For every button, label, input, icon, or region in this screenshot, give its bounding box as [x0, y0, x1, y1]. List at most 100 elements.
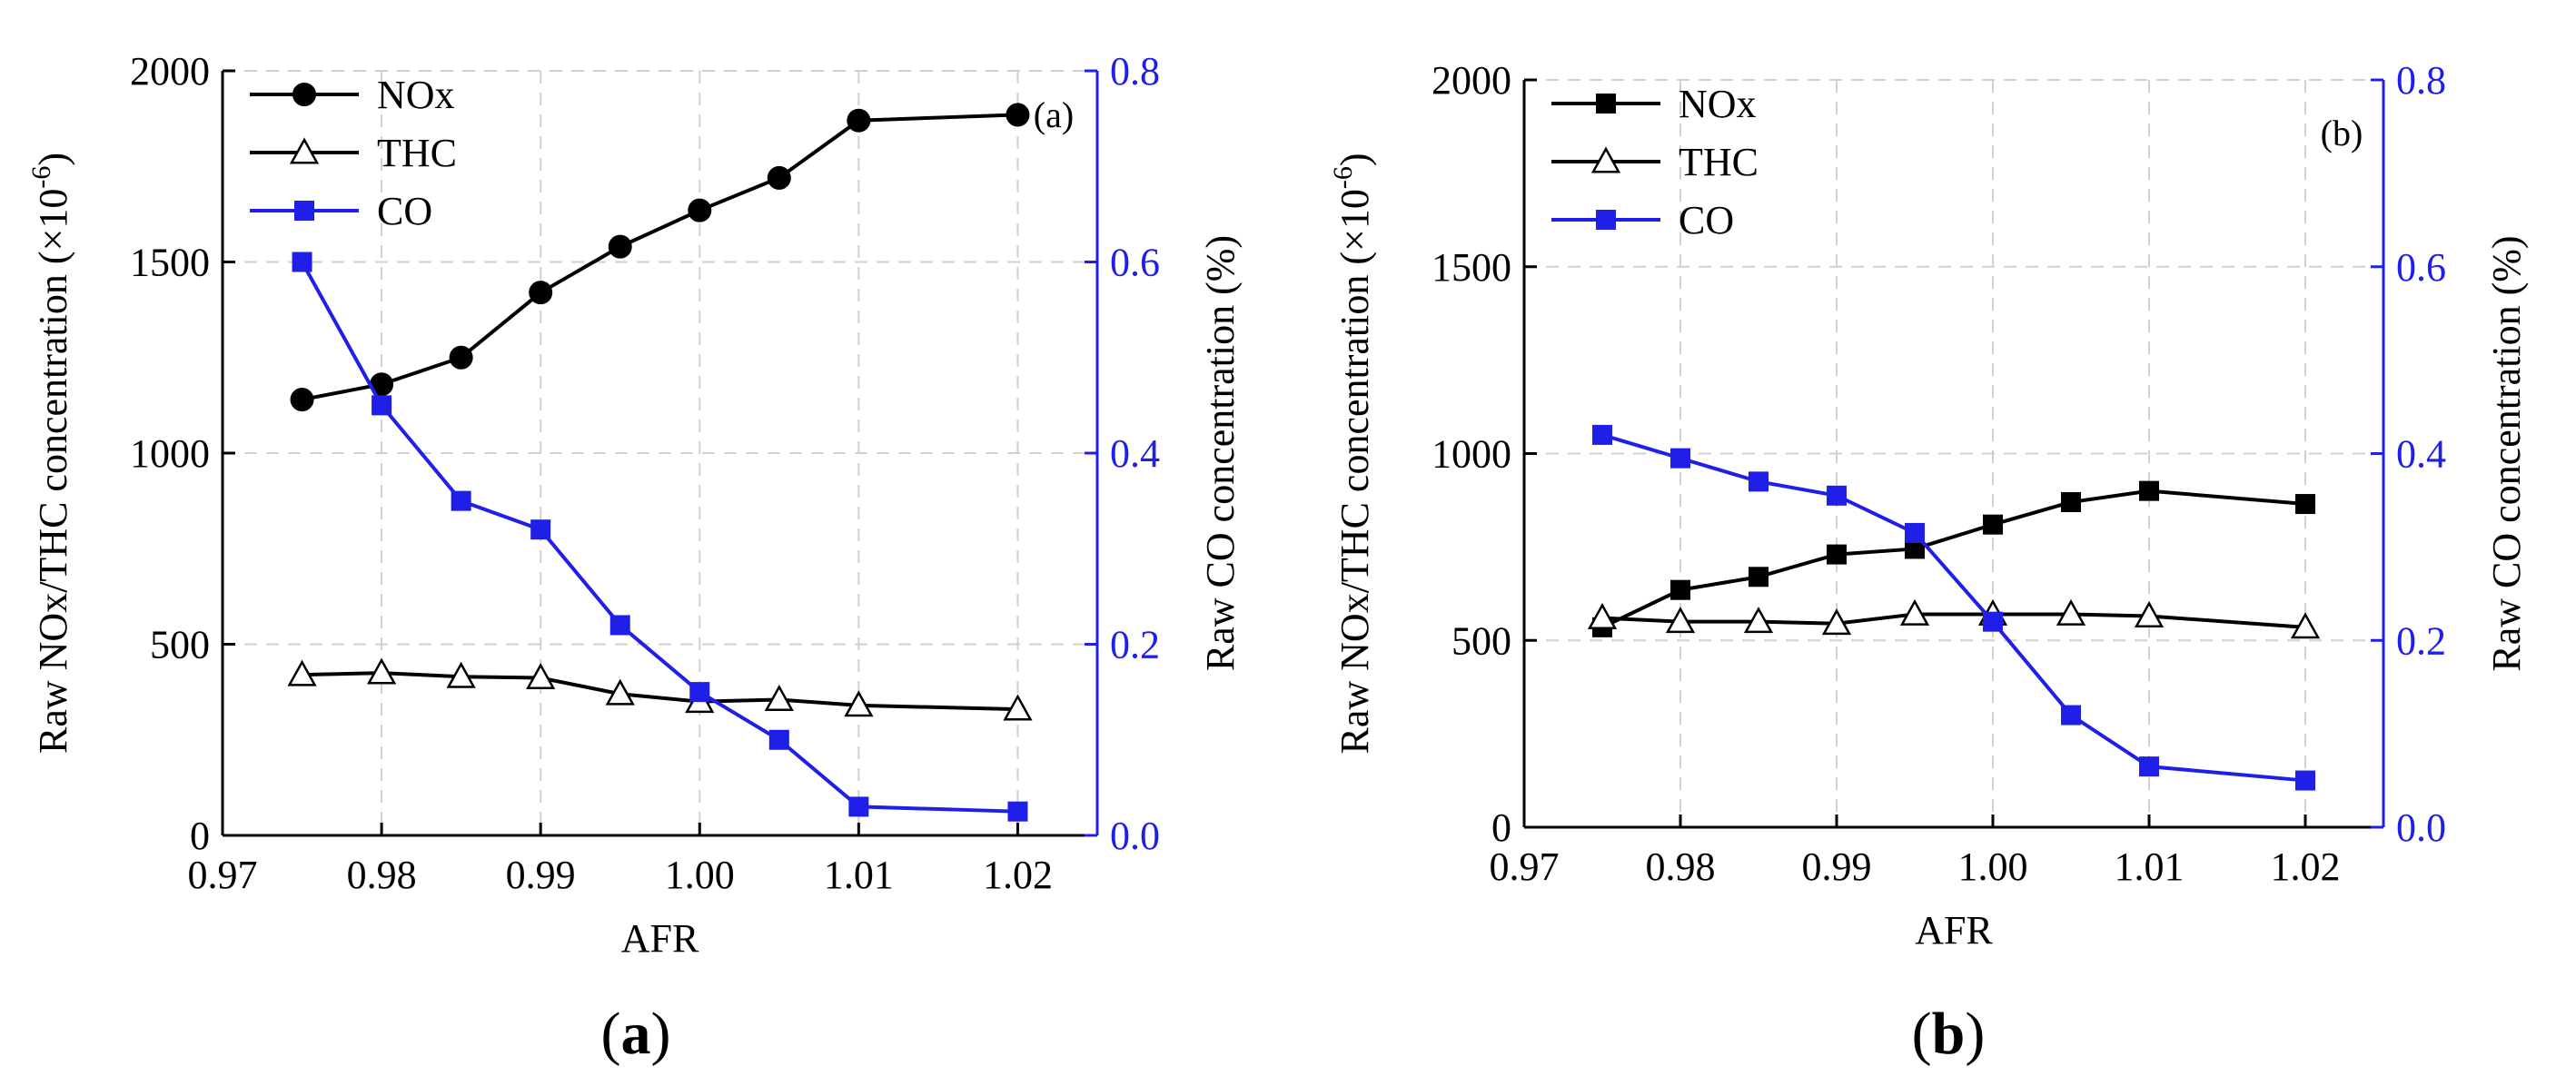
panel-caption: (a)	[601, 1001, 671, 1067]
y-axis-title-sup: -6	[26, 166, 56, 189]
data-point-nox	[1827, 544, 1847, 565]
data-point-nox	[2295, 494, 2315, 515]
y2-tick-label: 0.4	[2396, 432, 2446, 477]
caption-letter: b	[1932, 1001, 1966, 1067]
series-line-co	[1601, 433, 2306, 783]
data-point-thc	[526, 662, 556, 689]
data-point-thc	[1003, 694, 1033, 721]
data-point-nox	[767, 165, 791, 190]
data-point-co	[848, 796, 869, 817]
data-point-thc	[1665, 607, 1696, 634]
caption-close: )	[651, 1001, 671, 1067]
data-point-nox	[2061, 491, 2081, 512]
panel-caption: (b)	[1912, 1001, 1986, 1067]
y-tick-label: 0	[190, 814, 210, 858]
x-tick-label: 1.00	[1958, 844, 2028, 889]
y-tick-label: 500	[150, 623, 210, 667]
data-point-nox	[1749, 567, 1769, 587]
legend-marker	[289, 137, 320, 164]
data-point-thc	[2134, 600, 2165, 627]
x-tick-label: 0.99	[506, 853, 576, 897]
legend-marker	[1590, 146, 1621, 173]
x-tick-label: 1.02	[983, 853, 1053, 897]
data-point-co	[609, 615, 630, 636]
data-point-co	[372, 395, 392, 416]
y2-tick-label: 0.8	[2396, 58, 2446, 103]
x-axis-title: AFR	[621, 916, 699, 961]
data-point-co	[689, 682, 710, 703]
data-point-co	[768, 729, 789, 750]
legend-item-co: CO	[250, 189, 432, 233]
series-line-thc	[302, 671, 1018, 712]
data-point-thc	[2290, 612, 2321, 639]
y2-axis-title: Raw CO concentration (%)	[1198, 235, 1243, 671]
legend-item-thc: THC	[1551, 140, 1759, 184]
y2-tick-label: 0.0	[2396, 805, 2446, 850]
y-tick-label: 1000	[130, 431, 210, 476]
legend-item-thc: THC	[250, 131, 457, 175]
x-tick-label: 1.01	[2115, 844, 2185, 889]
caption-letter: a	[621, 1001, 651, 1067]
y2-tick-label: 0.0	[1110, 814, 1160, 858]
data-point-co	[1983, 611, 2003, 632]
y2-tick-label: 0.2	[2396, 618, 2446, 663]
legend-label: CO	[377, 189, 432, 233]
data-point-thc	[844, 690, 874, 717]
y-tick-label: 1500	[1432, 245, 1511, 290]
x-tick-label: 0.97	[1490, 844, 1560, 889]
data-point-thc	[1587, 602, 1618, 630]
legend-item-nox: NOx	[1551, 82, 1757, 126]
y-axis-title: Raw NOx/THC concentration (×10-6)	[1328, 153, 1377, 755]
y-axis-title-sup: -6	[1328, 166, 1358, 189]
series-co	[1592, 424, 2315, 791]
y-tick-label: 2000	[130, 49, 210, 94]
legend-label: NOx	[377, 73, 455, 117]
legend-item-co: CO	[1551, 198, 1734, 242]
y2-tick-label: 0.4	[1110, 431, 1160, 476]
data-point-co	[1827, 485, 1847, 506]
data-point-co	[1905, 522, 1925, 543]
legend-label: NOx	[1679, 82, 1757, 126]
data-point-co	[1007, 801, 1028, 822]
data-point-thc	[1821, 608, 1852, 636]
data-point-thc	[1899, 598, 1930, 626]
x-axis-title: AFR	[1915, 908, 1993, 953]
y-tick-label: 1000	[1432, 432, 1511, 477]
data-point-co	[1592, 424, 1612, 445]
caption-open: (	[1912, 1001, 1932, 1067]
data-point-thc	[287, 659, 317, 686]
x-tick-label: 0.97	[188, 853, 258, 897]
legend-marker	[292, 83, 316, 106]
data-point-thc	[446, 661, 476, 688]
legend-item-nox: NOx	[250, 73, 455, 117]
legend-label: THC	[377, 131, 457, 175]
legend-label: THC	[1679, 140, 1759, 184]
y-tick-label: 2000	[1432, 58, 1511, 103]
data-point-nox	[290, 388, 314, 412]
series-line-co	[300, 261, 1018, 814]
series-thc	[1587, 598, 2321, 639]
y2-tick-label: 0.6	[1110, 241, 1160, 285]
y-tick-label: 1500	[130, 241, 210, 285]
y-axis-title-main: Raw NOx/THC concentration (×10	[1333, 189, 1377, 754]
y2-tick-label: 0.2	[1110, 623, 1160, 667]
panel-tag: (a)	[1034, 94, 1074, 135]
data-point-co	[530, 519, 551, 540]
x-tick-label: 0.98	[1646, 844, 1716, 889]
legend-marker	[1596, 94, 1616, 114]
data-point-nox	[1670, 579, 1690, 600]
y2-axis-title: Raw CO concentration (%)	[2484, 235, 2529, 671]
data-point-co	[1670, 448, 1690, 469]
data-point-thc	[764, 684, 794, 711]
series-co	[292, 252, 1028, 822]
data-point-nox	[1983, 514, 2003, 535]
series-line-thc	[1601, 612, 2306, 629]
caption-close: )	[1965, 1001, 1985, 1067]
data-point-nox	[2139, 480, 2159, 501]
data-point-nox	[529, 281, 553, 305]
data-point-nox	[449, 345, 473, 370]
y-tick-label: 0	[1491, 805, 1511, 850]
series-nox	[290, 103, 1030, 412]
x-tick-label: 0.99	[1802, 844, 1872, 889]
y2-tick-label: 0.6	[2396, 245, 2446, 290]
